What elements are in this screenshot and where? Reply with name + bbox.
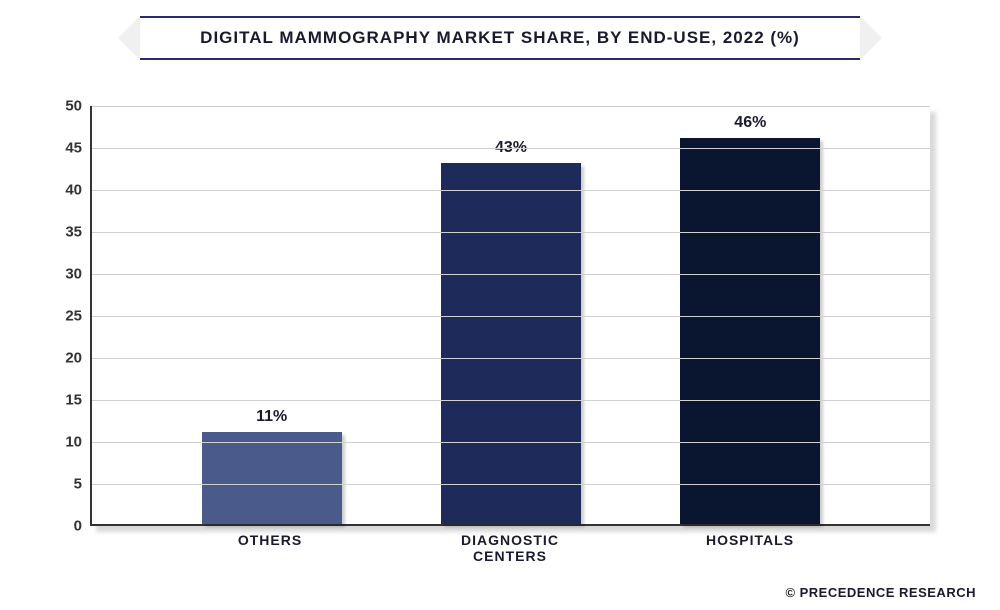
gridline [92, 190, 930, 191]
y-tick-label: 10 [65, 434, 82, 451]
footer-copyright: © PRECEDENCE RESEARCH [785, 585, 976, 600]
y-tick-label: 15 [65, 392, 82, 409]
y-tick-label: 30 [65, 266, 82, 283]
gridline [92, 358, 930, 359]
bar [202, 432, 342, 524]
gridline [92, 148, 930, 149]
bars-container: 11% 43% 46% [92, 106, 930, 524]
gridline [92, 484, 930, 485]
gridline [92, 232, 930, 233]
x-axis-labels: OTHERS DIAGNOSTIC CENTERS HOSPITALS [90, 532, 930, 564]
y-tick-label: 5 [74, 476, 82, 493]
chart-plot-area: 11%43%46% 05101520253035404550 [90, 106, 930, 526]
y-tick-label: 45 [65, 140, 82, 157]
y-tick-label: 40 [65, 182, 82, 199]
bar-group: 43% [431, 163, 591, 524]
y-tick-label: 50 [65, 98, 82, 115]
y-tick-label: 20 [65, 350, 82, 367]
gridline [92, 442, 930, 443]
x-axis-label: HOSPITALS [670, 532, 830, 564]
bar [680, 138, 820, 524]
gridline [92, 316, 930, 317]
bar-group: 11% [192, 432, 352, 524]
title-banner: DIGITAL MAMMOGRAPHY MARKET SHARE, BY END… [140, 16, 860, 60]
y-tick-label: 0 [74, 518, 82, 535]
gridline [92, 106, 930, 107]
bar-value-label: 46% [734, 114, 766, 132]
x-axis-label: DIAGNOSTIC CENTERS [430, 532, 590, 564]
gridline [92, 274, 930, 275]
y-tick-label: 35 [65, 224, 82, 241]
bar-group: 46% [670, 138, 830, 524]
bar [441, 163, 581, 524]
y-tick-label: 25 [65, 308, 82, 325]
x-axis-label: OTHERS [190, 532, 350, 564]
gridline [92, 400, 930, 401]
chart-title: DIGITAL MAMMOGRAPHY MARKET SHARE, BY END… [140, 16, 860, 60]
bar-value-label: 11% [256, 408, 287, 426]
